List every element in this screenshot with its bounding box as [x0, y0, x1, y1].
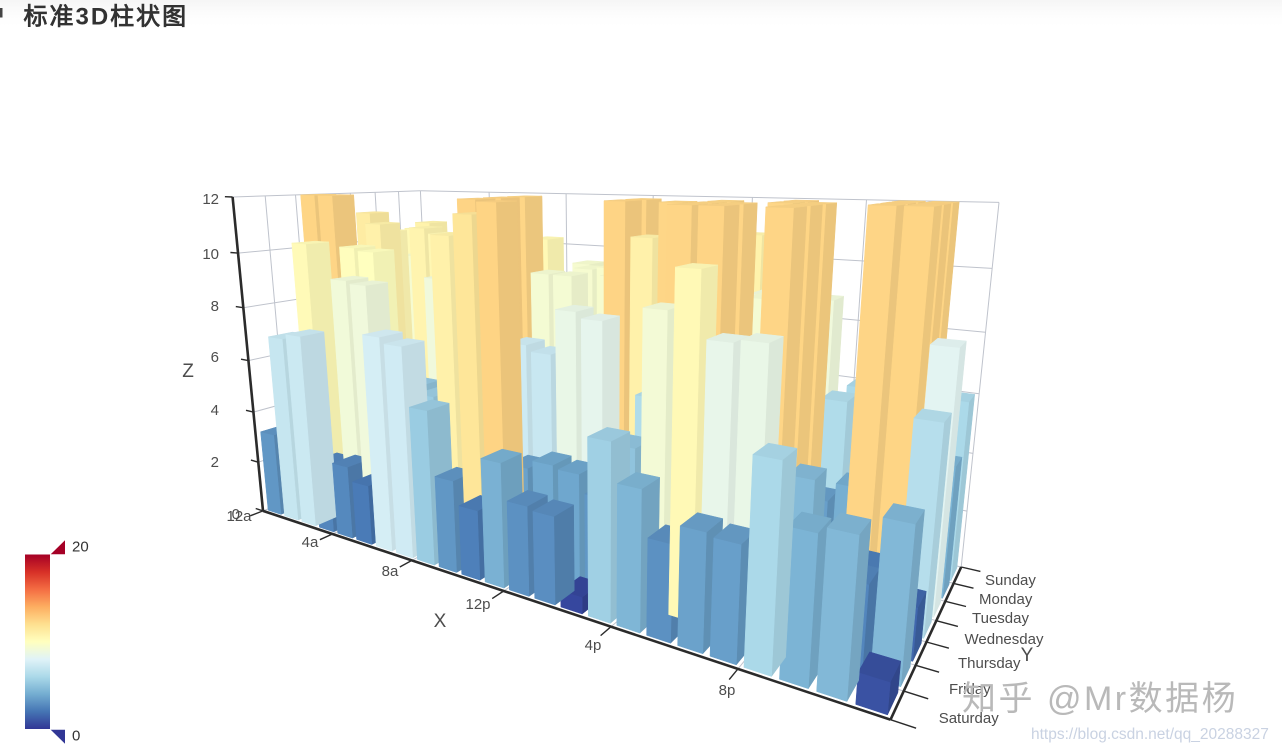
svg-text:Friday: Friday: [949, 681, 991, 698]
svg-text:8a: 8a: [382, 563, 399, 580]
svg-text:6: 6: [211, 349, 219, 366]
svg-text:12a: 12a: [226, 508, 252, 525]
svg-text:0: 0: [72, 728, 80, 745]
svg-text:10: 10: [202, 246, 219, 263]
svg-text:Z: Z: [182, 361, 194, 382]
svg-text:Thursday: Thursday: [958, 655, 1021, 672]
svg-text:12p: 12p: [465, 596, 490, 613]
svg-text:20: 20: [72, 539, 89, 556]
svg-text:4p: 4p: [585, 637, 602, 654]
svg-text:0: 0: [232, 506, 240, 523]
svg-text:Tuesday: Tuesday: [972, 610, 1029, 627]
svg-text:Wednesday: Wednesday: [965, 631, 1044, 648]
svg-text:Sunday: Sunday: [985, 572, 1036, 589]
svg-text:12: 12: [202, 191, 219, 208]
svg-text:https://blog.csdn.net/qq_20288: https://blog.csdn.net/qq_20288327: [1031, 726, 1269, 743]
svg-text:4a: 4a: [302, 534, 319, 551]
svg-text:4: 4: [211, 402, 219, 419]
svg-text:Monday: Monday: [979, 591, 1033, 608]
svg-text:X: X: [434, 611, 447, 632]
svg-text:8p: 8p: [719, 682, 736, 699]
svg-text:8: 8: [211, 298, 219, 315]
svg-text:2: 2: [211, 454, 219, 471]
svg-text:标准3D柱状图: 标准3D柱状图: [24, 4, 189, 31]
svg-text:Y: Y: [1021, 645, 1034, 666]
svg-text:知乎 @Mr数据杨: 知乎 @Mr数据杨: [962, 680, 1238, 718]
svg-text:Saturday: Saturday: [939, 710, 1000, 727]
